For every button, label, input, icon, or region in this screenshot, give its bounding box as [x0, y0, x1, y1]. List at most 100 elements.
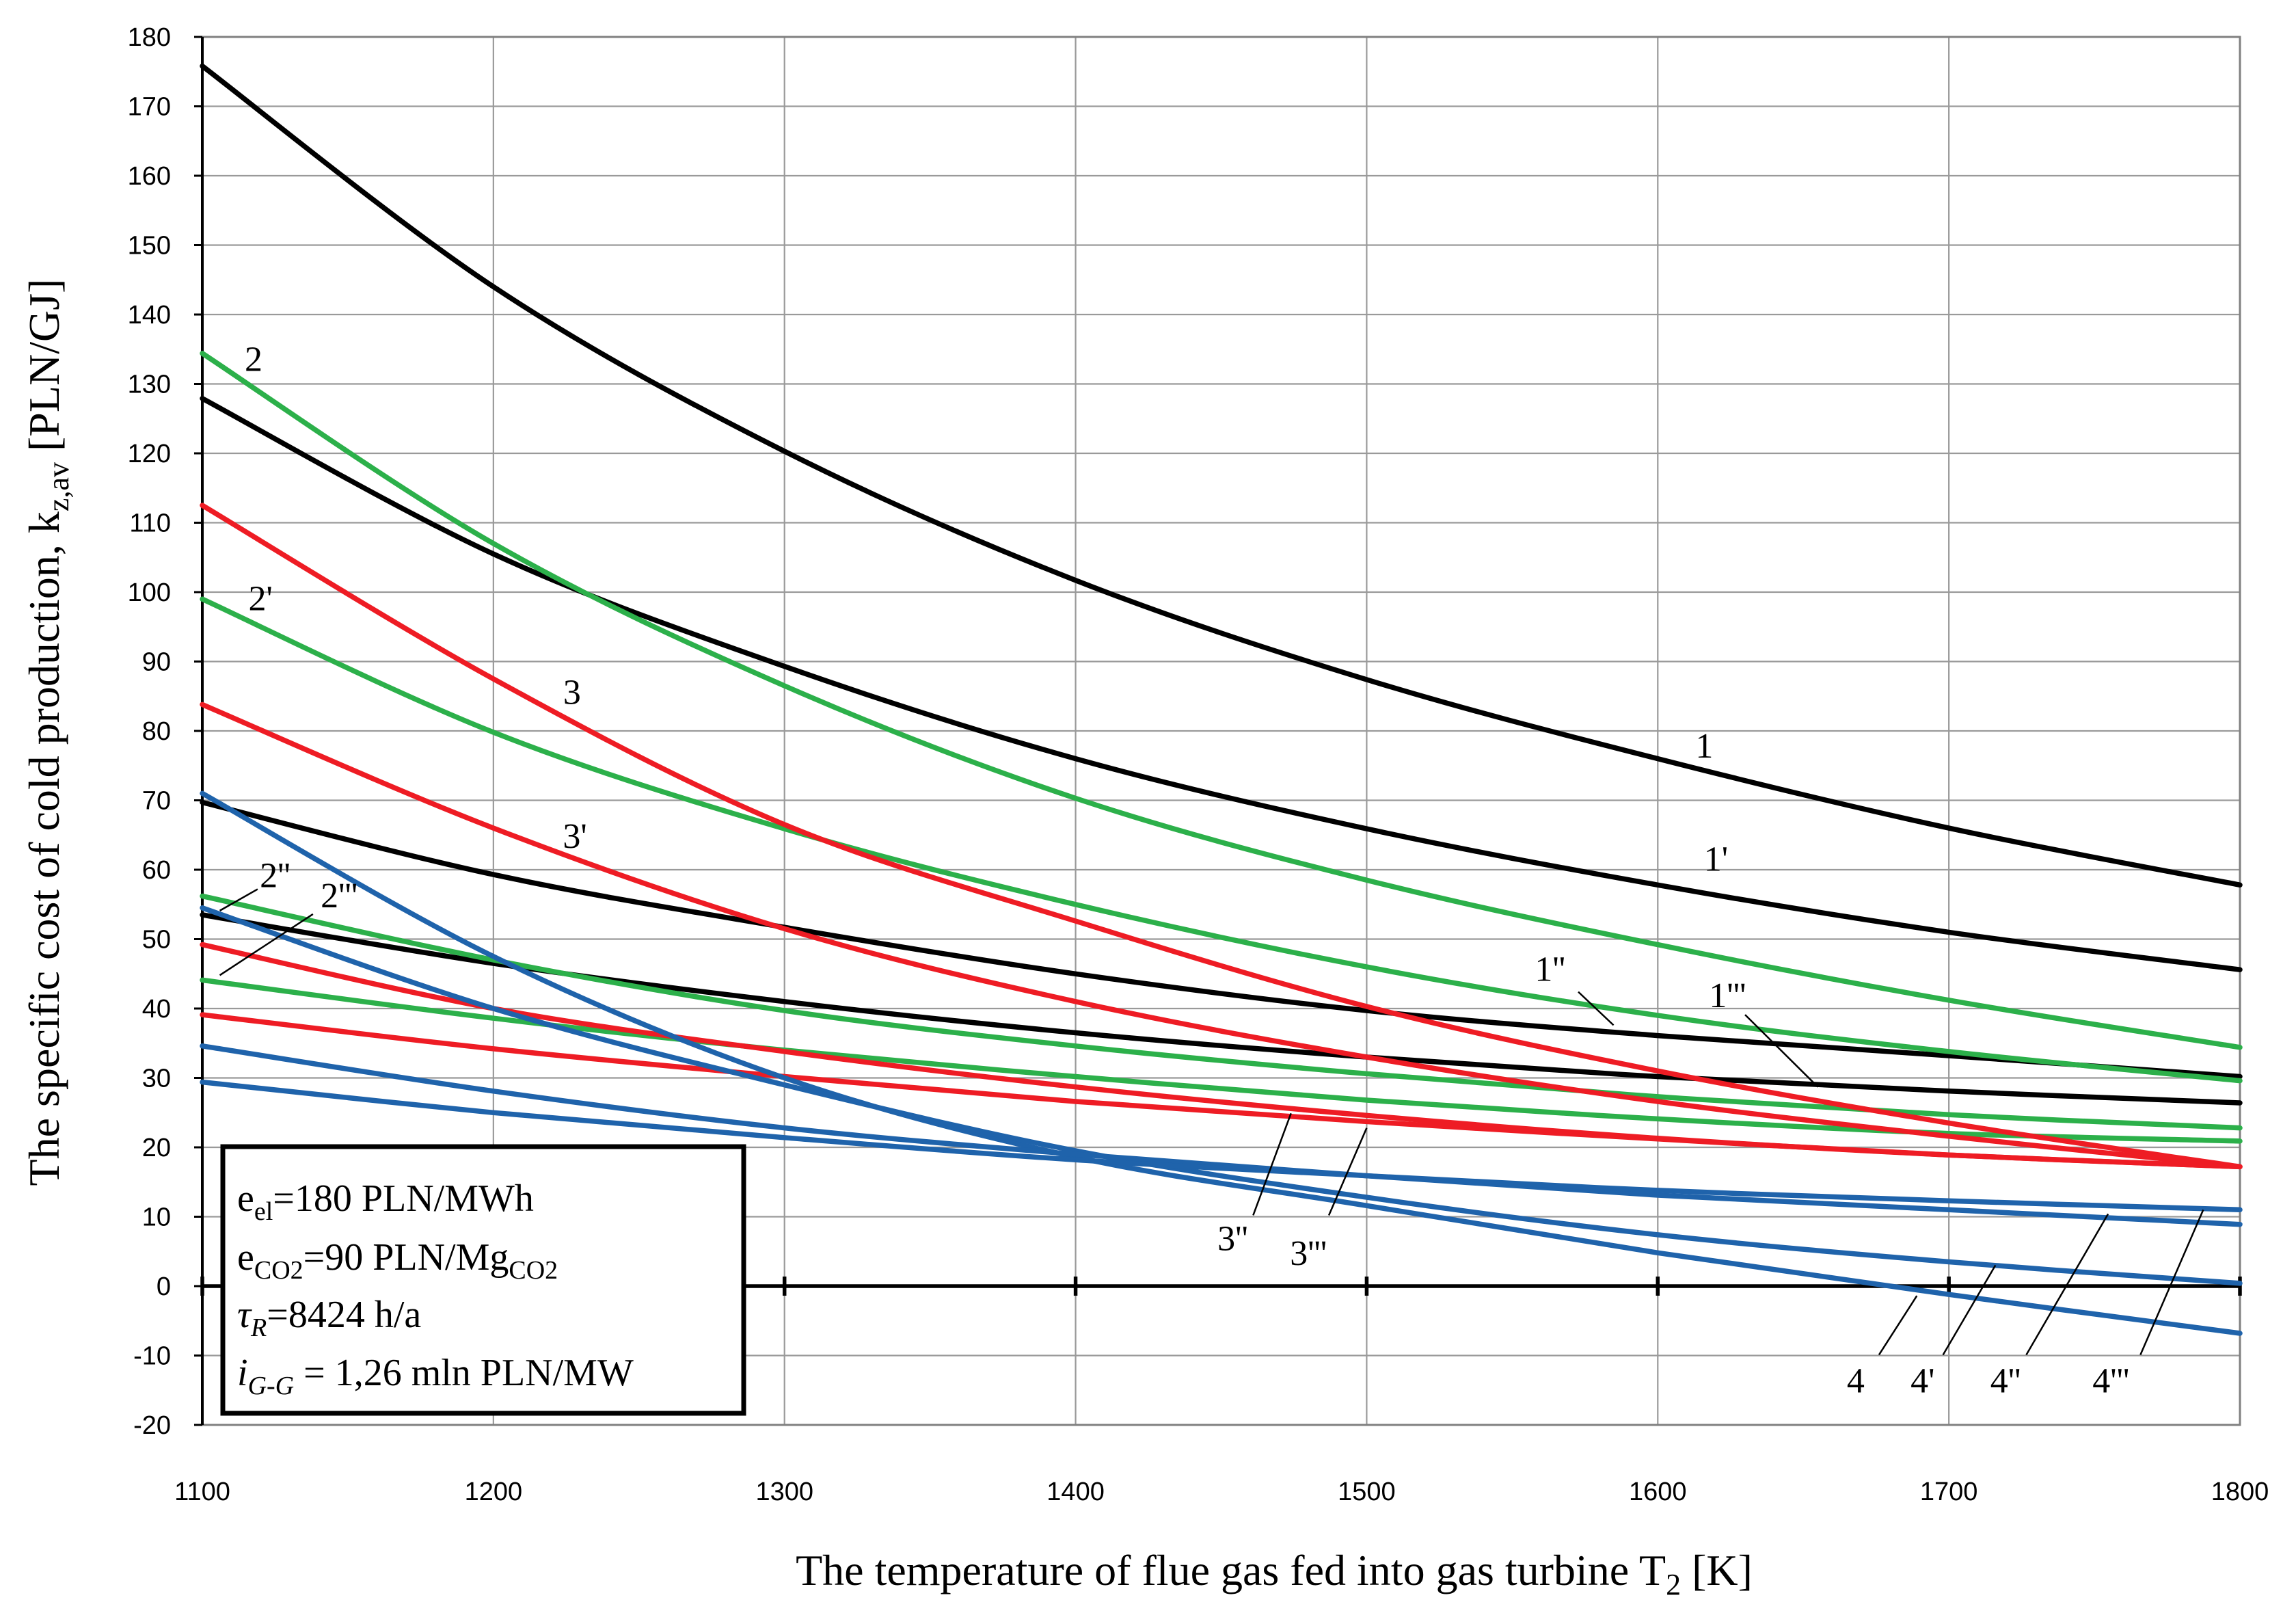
curve-label-1: 1 [1695, 727, 1713, 766]
parameter-subscript: el [254, 1197, 273, 1226]
series-line-14 [200, 905, 2243, 1286]
parameter-text-part: e [237, 1236, 254, 1279]
y-tick-label: 30 [142, 1065, 171, 1093]
leader-line-8 [219, 913, 314, 976]
curve-label-8: 2''' [321, 877, 357, 916]
y-tick-label: 80 [142, 717, 171, 746]
curve-label-9: 3 [563, 673, 581, 712]
x-tick-label: 1600 [1629, 1478, 1687, 1506]
y-tick-label: 20 [142, 1134, 171, 1162]
x-axis-title: The temperature of flue gas fed into gas… [796, 1546, 1753, 1601]
parameter-line-2: eCO2=90 PLN/MgCO2 [237, 1236, 558, 1285]
x-tick-label: 1100 [174, 1478, 230, 1506]
series-line-2 [200, 396, 2243, 972]
x-tick-label: 1800 [2211, 1478, 2269, 1506]
y-tick-label: -20 [133, 1411, 171, 1440]
parameter-box-frame [220, 1144, 746, 1416]
curve-label-7: 2'' [260, 857, 291, 896]
y-axis-title-tail: [PLN/GJ] [20, 279, 68, 462]
parameter-line-1: eel=180 PLN/MWh [237, 1177, 534, 1226]
curve-label-15: 4'' [1990, 1362, 2021, 1401]
leader-line-11 [1252, 1112, 1292, 1216]
parameter-line-3: τR=8424 h/a [237, 1294, 421, 1342]
series-line-6 [200, 596, 2243, 1084]
x-tick-label: 1700 [1920, 1478, 1978, 1506]
curve-label-3: 1'' [1535, 950, 1565, 989]
y-tick-label: 50 [142, 926, 171, 955]
series-line-9 [200, 503, 2243, 1170]
y-tick-label: 150 [128, 232, 171, 261]
x-axis-title-tail: [K] [1681, 1546, 1753, 1594]
series-line-13 [200, 790, 2243, 1336]
parameter-subscript: CO2 [254, 1256, 303, 1285]
parameter-subscript: R [250, 1313, 267, 1342]
curve-label-2: 1' [1704, 840, 1728, 879]
curves [200, 63, 2243, 1336]
curve-label-12: 3''' [1290, 1234, 1327, 1273]
series-line-10 [200, 702, 2243, 1170]
leader-line-14 [1942, 1264, 1997, 1356]
leader-line-4 [1744, 1014, 1819, 1088]
parameter-subscript: CO2 [509, 1256, 558, 1285]
leader-line-12 [1327, 1127, 1368, 1216]
parameter-text-part: i [237, 1352, 248, 1394]
leader-line-7 [219, 888, 258, 911]
y-tick-labels: -20 -10 0 10 20 30 40 50 60 70 80 90 100 110 120 130 140… [128, 23, 171, 1440]
x-axis-title-main: The temperature of flue gas fed into gas… [796, 1546, 1666, 1594]
x-tick-label: 1200 [465, 1478, 523, 1506]
curve-label-11: 3'' [1217, 1219, 1248, 1258]
curve-label-6: 2' [248, 580, 272, 619]
x-tick-labels: 1100 1200 1300 1400 1500 1600 1700 1800 [174, 1478, 2269, 1506]
y-axis-title-main: The specific cost of cold production, k [20, 511, 68, 1186]
parameter-text-part: = 1,26 mln PLN/MW [294, 1352, 634, 1394]
parameter-text-part: =8424 h/a [267, 1294, 421, 1336]
y-tick-label: 60 [142, 856, 171, 885]
y-tick-label: 160 [128, 162, 171, 191]
leader-line-16 [2139, 1209, 2204, 1355]
y-tick-label: 100 [128, 578, 171, 607]
label-leaders [219, 888, 2204, 1356]
y-axis-title-sub: z,av [42, 462, 75, 511]
series-line-15 [200, 1043, 2243, 1227]
y-tick-label: 140 [128, 301, 171, 330]
series-line-3 [200, 799, 2243, 1080]
y-axis-title: The specific cost of cold production, kz… [20, 279, 75, 1186]
x-tick-label: 1500 [1338, 1478, 1396, 1506]
parameter-text-part: τ [237, 1294, 252, 1336]
y-tick-label: 0 [157, 1272, 171, 1301]
y-tick-label: 170 [128, 93, 171, 122]
curve-label-14: 4' [1910, 1362, 1934, 1401]
y-tick-label: 40 [142, 995, 171, 1024]
leader-line-3 [1578, 991, 1615, 1026]
series-line-5 [200, 351, 2243, 1050]
leader-line-13 [1878, 1295, 1918, 1356]
curve-label-5: 2 [245, 340, 262, 379]
y-tick-label: 10 [142, 1203, 171, 1232]
series-line-1 [200, 63, 2243, 888]
parameter-subscript: G-G [248, 1372, 295, 1400]
y-tick-label: 110 [129, 509, 171, 538]
parameter-text-part: e [237, 1177, 254, 1220]
curve-labels: 1 1' 1'' 1''' 2 2' 2'' 2''' 3 3' 3'' 3''' 4 4' 4'' 4''' [245, 340, 2129, 1400]
curve-label-10: 3' [563, 817, 586, 856]
series-line-16 [200, 1079, 2243, 1213]
parameter-line-4: iG-G = 1,26 mln PLN/MW [237, 1352, 634, 1400]
y-tick-label: 70 [142, 787, 171, 816]
y-tick-label: 120 [128, 440, 171, 468]
leader-line-15 [2025, 1213, 2109, 1356]
curve-label-4: 1''' [1709, 976, 1746, 1015]
series-line-7 [200, 893, 2243, 1131]
y-tick-label: 130 [128, 371, 171, 399]
parameter-text-part: =90 PLN/Mg [303, 1236, 509, 1279]
curve-label-13: 4 [1847, 1362, 1865, 1401]
series-line-12 [200, 1012, 2243, 1170]
x-tick-label: 1300 [755, 1478, 813, 1506]
y-tick-label: 180 [128, 23, 171, 52]
x-axis-title-sub: 2 [1666, 1568, 1681, 1601]
parameter-text-part: =180 PLN/MWh [273, 1177, 534, 1220]
y-tick-label: -10 [133, 1342, 171, 1371]
curve-label-16: 4''' [2092, 1362, 2129, 1401]
x-tick-label: 1400 [1046, 1478, 1105, 1506]
